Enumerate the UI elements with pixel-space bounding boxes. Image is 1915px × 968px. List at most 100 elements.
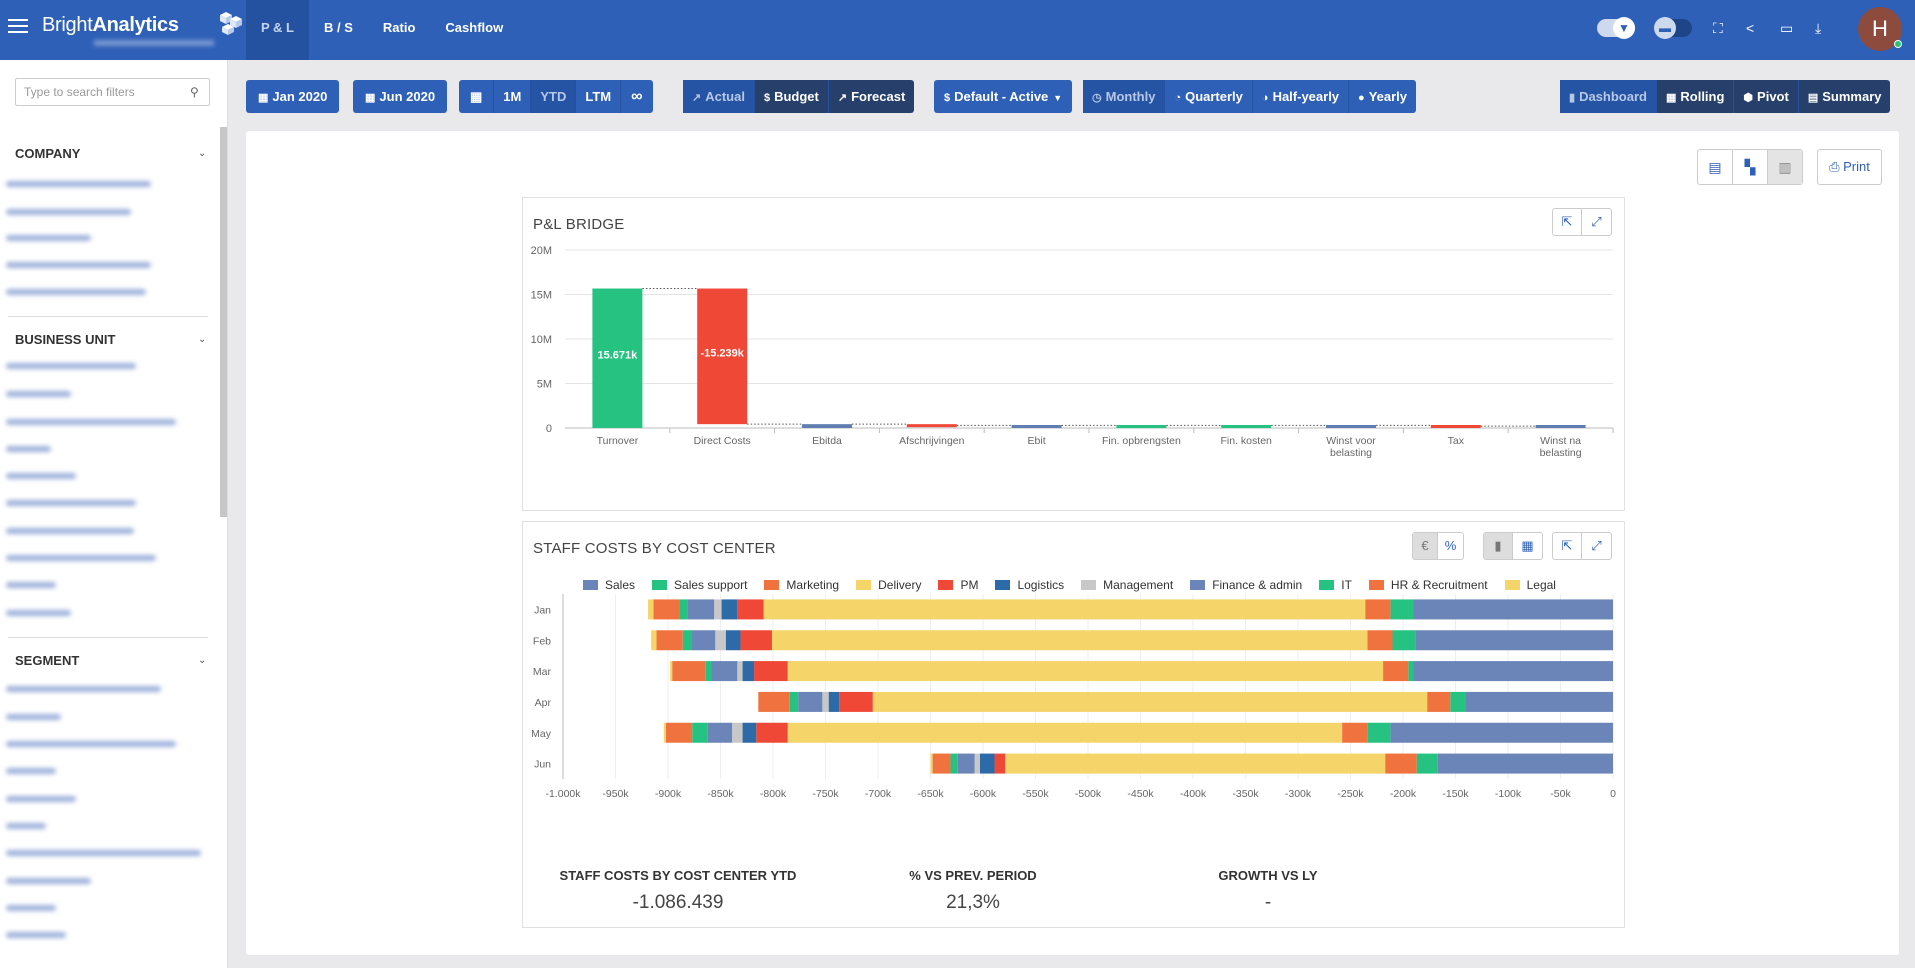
tab-pl[interactable]: P & L	[246, 0, 309, 60]
segment-item[interactable]	[6, 796, 76, 802]
business-unit-item[interactable]	[6, 500, 136, 506]
layout-select[interactable]: $ Default - Active ▼	[934, 80, 1073, 113]
export-icon[interactable]: ⇱	[1553, 209, 1582, 235]
business-unit-item[interactable]	[6, 363, 136, 369]
legend-item[interactable]: IT	[1319, 578, 1352, 592]
legend-item[interactable]: Delivery	[856, 578, 921, 592]
legend-item[interactable]: Marketing	[764, 578, 839, 592]
pl-bridge-chart: 0 5M 10M 15M 20M Turnover 15.671k Direct Costs -…	[531, 245, 1614, 459]
section-segment[interactable]: SEGMENT	[15, 653, 80, 668]
fullscreen-icon[interactable]: ⛶	[1713, 20, 1723, 36]
segment-item[interactable]	[6, 823, 46, 829]
unit-percent-button[interactable]: %	[1444, 538, 1457, 553]
company-item[interactable]	[6, 181, 151, 187]
tab-ratio[interactable]: Ratio	[382, 20, 416, 35]
from-date-button[interactable]: ▦ Jan 2020	[246, 80, 340, 113]
stack-segment	[714, 599, 722, 620]
business-unit-item[interactable]	[6, 610, 71, 616]
bridge-bar	[1535, 425, 1586, 428]
menu-icon[interactable]	[8, 19, 28, 35]
keyboard-icon[interactable]: ▭	[1780, 20, 1794, 36]
business-unit-item[interactable]	[6, 419, 176, 425]
business-unit-item[interactable]	[6, 555, 156, 561]
comment-icon: ▬	[1654, 17, 1676, 39]
segment-item[interactable]	[6, 850, 201, 856]
company-item[interactable]	[6, 289, 146, 295]
print-button[interactable]: ⎙ Print	[1817, 149, 1882, 185]
legend-swatch	[1368, 580, 1384, 590]
legend-item[interactable]: Sales	[583, 578, 635, 592]
user-avatar[interactable]: H	[1858, 7, 1902, 51]
segment-item[interactable]	[6, 905, 56, 911]
legend-item[interactable]: Logistics	[995, 578, 1064, 592]
segment-item[interactable]	[6, 932, 66, 938]
business-unit-item[interactable]	[6, 528, 134, 534]
yearly-button[interactable]: ● Yearly	[1349, 80, 1416, 113]
view-rolling-button[interactable]: ▦ Rolling	[1657, 80, 1735, 113]
business-unit-item[interactable]	[6, 582, 56, 588]
period-ytd-button[interactable]: YTD	[531, 80, 577, 113]
segment-item[interactable]	[6, 714, 61, 720]
stack-segment	[707, 722, 733, 743]
segment-item[interactable]	[6, 686, 161, 692]
company-item[interactable]	[6, 262, 151, 268]
scenario-budget-button[interactable]: $ Budget	[755, 80, 829, 113]
segment-item[interactable]	[6, 741, 176, 747]
period-ltm-button[interactable]: LTM	[576, 80, 622, 113]
quarterly-button[interactable]: ◔ Quarterly	[1165, 80, 1253, 113]
expand-icon[interactable]: ⤢	[1591, 538, 1602, 553]
business-unit-item[interactable]	[6, 473, 76, 479]
monthly-button[interactable]: ◷ Monthly	[1083, 80, 1166, 113]
search-icon[interactable]: ⚲	[190, 85, 199, 99]
download-icon[interactable]: ⤓	[1815, 20, 1822, 36]
kpi-ytd-label: STAFF COSTS BY COST CENTER YTD	[559, 868, 797, 883]
legend-item[interactable]: Legal	[1504, 578, 1556, 592]
scenario-forecast-button[interactable]: ↗ Forecast	[829, 80, 914, 113]
chevron-down-icon[interactable]: ⌄	[198, 334, 207, 345]
business-unit-item[interactable]	[6, 446, 51, 452]
infinity-button[interactable]: ∞	[621, 80, 652, 113]
filter-toggle[interactable]: ▼	[1597, 17, 1635, 39]
scenario-actual-button[interactable]: ↗ Actual	[683, 80, 755, 113]
layout-wide-icon[interactable]: ▥	[1768, 150, 1802, 184]
sidebar-scrollbar[interactable]	[220, 127, 227, 517]
table-icon[interactable]: ▦	[1521, 538, 1534, 553]
section-company[interactable]: COMPANY	[15, 146, 81, 161]
business-unit-item[interactable]	[6, 391, 71, 397]
chevron-down-icon[interactable]: ⌄	[198, 655, 207, 666]
company-item[interactable]	[6, 209, 131, 215]
stack-segment	[656, 630, 683, 651]
legend-item[interactable]: Finance & admin	[1190, 578, 1302, 592]
share-icon[interactable]: <	[1746, 20, 1755, 36]
layout-table-icon[interactable]: ▤	[1698, 150, 1733, 184]
legend-item[interactable]: Management	[1081, 578, 1173, 592]
section-business-unit[interactable]: BUSINESS UNIT	[15, 332, 116, 347]
view-pivot-button[interactable]: ⬢ Pivot	[1734, 80, 1799, 113]
half-yearly-button[interactable]: ◑ Half-yearly	[1253, 80, 1350, 113]
layout-tiles-icon[interactable]: ▚	[1733, 150, 1768, 184]
comment-toggle[interactable]: ▬	[1654, 17, 1692, 39]
company-item[interactable]	[6, 235, 91, 241]
view-summary-button[interactable]: ▤ Summary	[1799, 80, 1891, 113]
chevron-down-icon[interactable]: ⌄	[198, 148, 207, 159]
filter-search-input[interactable]	[15, 78, 210, 106]
bar-chart-icon[interactable]: ▮	[1484, 533, 1513, 559]
segment-item[interactable]	[6, 768, 56, 774]
stack-segment	[1365, 599, 1391, 620]
to-date-button[interactable]: ▦ Jun 2020	[353, 80, 448, 113]
tab-cashflow[interactable]: Cashflow	[445, 20, 504, 35]
legend-item[interactable]: Sales support	[652, 578, 747, 592]
legend-item[interactable]: HR & Recruitment	[1368, 578, 1488, 592]
calendar-picker-button[interactable]: ▦	[459, 80, 495, 113]
expand-icon[interactable]: ⤢	[1591, 214, 1602, 229]
brand-logo[interactable]: BrightAnalytics	[42, 12, 242, 46]
x-tick-label: belasting	[1540, 447, 1582, 459]
period-1m-button[interactable]: 1M	[494, 80, 532, 113]
unit-euro-button[interactable]: €	[1413, 533, 1438, 559]
segment-item[interactable]	[6, 878, 91, 884]
y-tick-label: May	[531, 728, 552, 740]
tab-bs[interactable]: B / S	[324, 20, 353, 35]
legend-item[interactable]: PM	[938, 578, 978, 592]
export-icon[interactable]: ⇱	[1553, 533, 1582, 559]
view-dashboard-button[interactable]: ▮ Dashboard	[1560, 80, 1657, 113]
